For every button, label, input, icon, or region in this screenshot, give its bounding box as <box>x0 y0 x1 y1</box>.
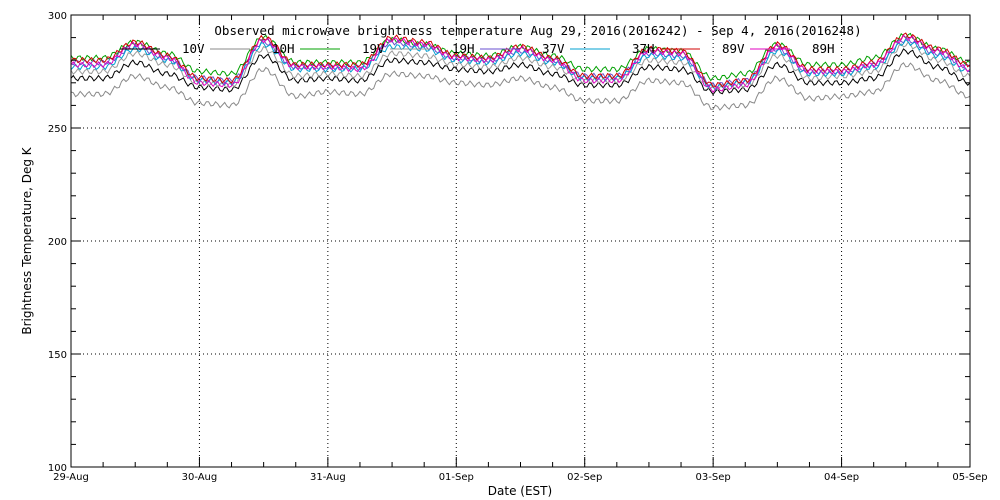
tick-labels: 29-Aug 30-Aug 31-Aug 01-Sep 02-Sep 03-Sep 04-S… <box>48 11 988 483</box>
series-line-10v <box>70 48 971 96</box>
legend-label-10h: 10H <box>272 41 295 56</box>
x-tick-label: 30-Aug <box>182 472 218 483</box>
series-line-19v <box>70 32 971 82</box>
x-tick-label: 05-Sep <box>952 472 987 483</box>
chart-title: Observed microwave brightness temperatur… <box>214 23 861 38</box>
legend-label-19v: 19V <box>362 41 385 56</box>
x-tick-label: 04-Sep <box>824 472 859 483</box>
legend: 10V 10H 19V 19H 37V 37H 89V 89H <box>120 41 835 56</box>
series-lines <box>70 32 971 111</box>
y-tick-label: 150 <box>48 350 67 361</box>
x-axis-title: Date (EST) <box>488 484 552 498</box>
x-tick-label: 02-Sep <box>567 472 602 483</box>
x-tick-label: 01-Sep <box>439 472 474 483</box>
x-tick-label: 31-Aug <box>310 472 346 483</box>
series-line-89h <box>70 34 971 94</box>
series-line-19h <box>70 41 971 91</box>
legend-label-37h: 37H <box>632 41 655 56</box>
grid-lines <box>71 15 970 467</box>
legend-label-10v: 10V <box>182 41 205 56</box>
series-line-10h <box>70 62 971 111</box>
y-tick-label: 100 <box>48 463 67 474</box>
y-tick-label: 250 <box>48 124 67 135</box>
y-axis-title: Brightness Temperature, Deg K <box>20 146 34 334</box>
x-tick-label: 29-Aug <box>53 472 89 483</box>
axis-ticks <box>70 14 971 468</box>
legend-label-37v: 37V <box>542 41 565 56</box>
y-tick-label: 300 <box>48 11 67 22</box>
legend-label-89h: 89H <box>812 41 835 56</box>
legend-label-19h: 19H <box>452 41 475 56</box>
legend-label-89v: 89V <box>722 41 745 56</box>
y-tick-label: 200 <box>48 237 67 248</box>
x-tick-label: 03-Sep <box>696 472 731 483</box>
